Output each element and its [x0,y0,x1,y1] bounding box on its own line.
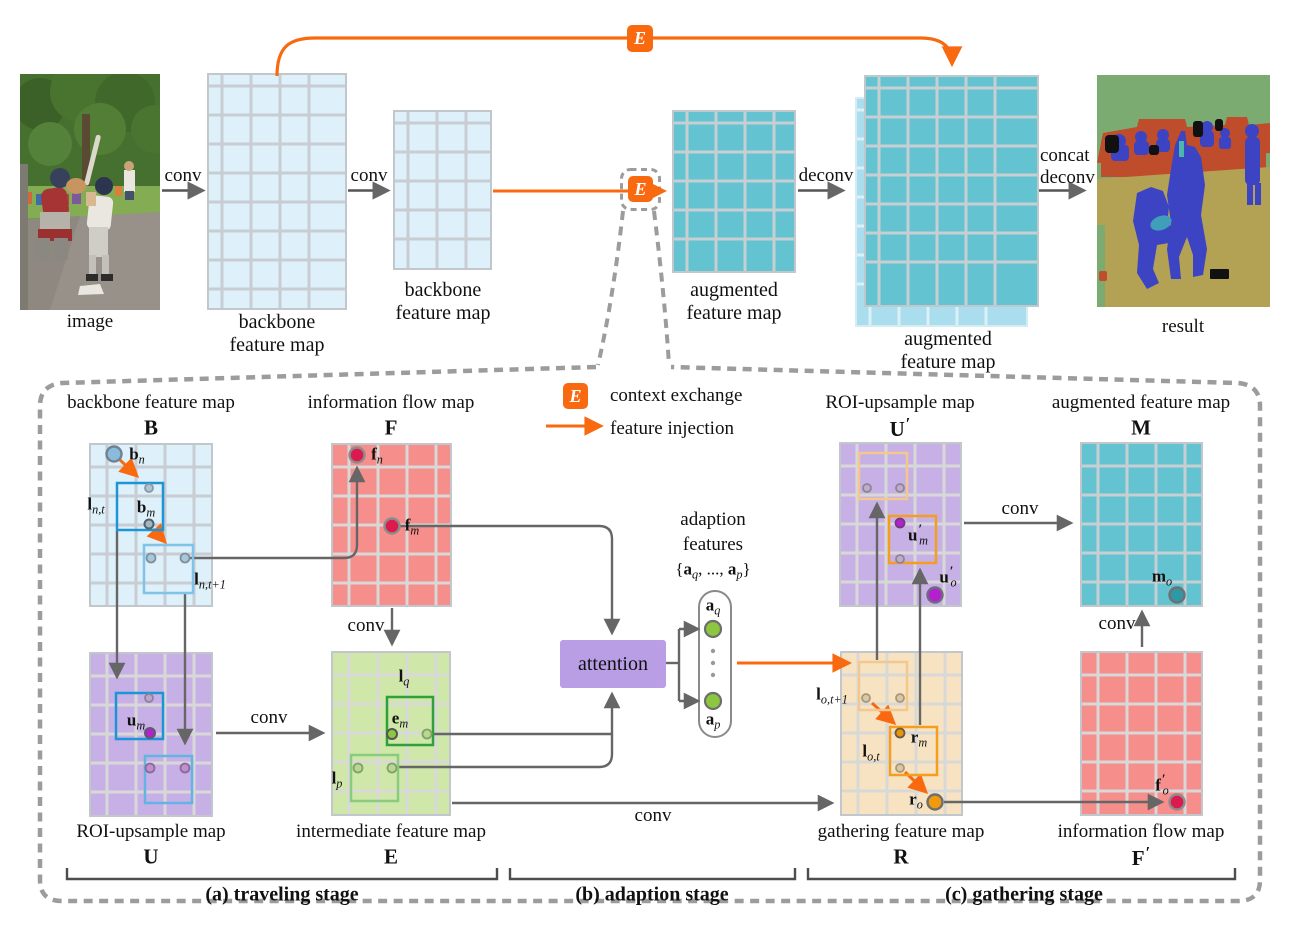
stage-brackets [65,868,1237,881]
batter-figure [84,134,114,281]
backbone-map-1-caption: backbone feature map [229,311,325,356]
conv-e-r-label: conv [634,805,672,826]
legend-feature-injection: feature injection [610,418,734,439]
label-b-n: bn [129,444,145,467]
map-R-title: gathering feature map [817,821,985,842]
label-r-m: rm [910,727,928,750]
result-dark-blobs [1105,119,1229,279]
augmented-map-1-caption: augmented feature map [686,279,782,324]
label-r-o: ro [909,789,923,812]
result-image [1097,75,1270,307]
map-U [89,652,213,817]
map-M-title: augmented feature map [1051,392,1231,413]
backbone-map-2-caption: backbone feature map [395,279,491,324]
label-l-ot1: lo,t+1 [816,684,848,707]
map-U-letter: U [143,844,159,869]
context-exchange-skip-arrow [275,36,963,77]
result-art [1097,75,1270,307]
bracket-traveling [65,868,499,881]
map-M [1080,442,1203,607]
conv-label-2: conv [350,165,388,186]
map-E-title: intermediate feature map [296,821,486,842]
adaption-features-line1: adaption [680,509,746,530]
map-F-letter: F [384,415,398,440]
exchange-badge-mid: E [628,176,653,202]
conv-label-1: conv [164,165,202,186]
augmented-map-1 [672,110,796,273]
adaption-features-set: {aq, ..., ap} [675,559,751,582]
image-caption: image [66,311,114,332]
map-U-prime-letter: U′ [889,414,911,441]
conv-fprime-m-label: conv [1098,613,1136,634]
map-F-prime [1080,651,1203,816]
concat-label: concat [1040,145,1090,166]
label-uprime-o: u′o [939,563,957,590]
label-u-m: um [126,710,146,733]
conv-u-e-label: conv [250,707,288,728]
input-photo-art [14,62,179,310]
attention-block: attention [560,640,666,688]
input-photo [14,62,179,310]
map-M-letter: M [1131,415,1151,440]
stage-c-label: (c) gathering stage [945,883,1103,906]
label-f-n: fn [371,444,383,467]
bracket-adaption [508,868,797,881]
map-R-letter: R [893,844,909,869]
exchange-badge-legend: E [563,383,588,409]
label-fprime-o: f′o [1155,771,1169,798]
backbone-map-2 [393,110,492,270]
map-F [331,443,452,607]
map-F-prime-title: information flow map [1057,821,1225,842]
augmented-map-2 [864,75,1039,307]
label-a-p: ap [705,709,721,732]
map-R [840,651,963,816]
label-m-o: mo [1151,566,1173,589]
conv-f-e-label: conv [347,615,385,636]
map-U-prime-title: ROI-upsample map [825,392,975,413]
stage-a-label: (a) traveling stage [205,883,359,906]
label-e-m: em [391,708,409,731]
concat-deconv-label: deconv [1040,167,1095,188]
catcher-figure [36,168,86,260]
map-U-title: ROI-upsample map [76,821,226,842]
exchange-badge-top: E [627,25,653,52]
label-l-ot: lo,t [862,741,880,764]
label-uprime-m: u′m [907,521,929,548]
augmented-map-2-caption: augmented feature map [900,328,996,373]
map-E-letter: E [383,844,399,869]
label-l-nt1: ln,t+1 [194,569,226,592]
label-l-p: lp [331,768,343,791]
deconv-label: deconv [798,165,854,186]
map-B-title: backbone feature map [67,392,235,413]
result-caption: result [1161,316,1205,337]
map-E [331,651,451,816]
label-a-q: aq [705,595,721,618]
conv-uprime-m-label: conv [1001,498,1039,519]
feature-injection-wires [118,457,929,795]
label-b-m: bm [136,497,156,520]
stage-b-label: (b) adaption stage [575,883,729,906]
map-F-prime-letter: F′ [1131,843,1151,870]
bracket-gathering [806,868,1237,881]
label-l-q: lq [398,666,410,689]
adaption-features-line2: features [682,534,744,555]
backbone-map-1 [207,73,347,310]
label-f-m: fm [404,515,420,538]
label-l-nt: ln,t [87,494,105,517]
result-figures [1111,121,1261,289]
legend-context-exchange: context exchange [610,385,743,406]
map-F-title: information flow map [307,392,475,413]
map-B-letter: B [143,415,159,440]
roi-boxes [114,451,939,805]
